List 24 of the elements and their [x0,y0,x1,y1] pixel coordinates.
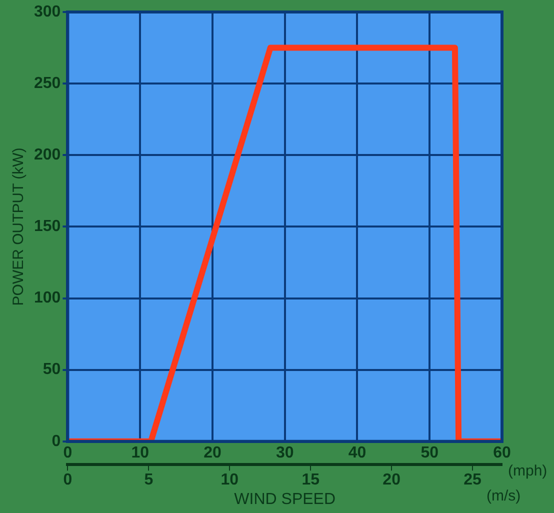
text: (m/s) [486,488,521,505]
x-axis-title: WIND SPEED [234,490,336,508]
x-tick-label: 0 [63,444,72,462]
x-tick-label: 10 [131,444,150,462]
y-tick-label: 250 [34,74,61,92]
y-tick-label: 300 [34,3,61,20]
y-axis-title: POWER OUTPUT (kW) [10,148,28,306]
y-tick-label: 200 [34,146,61,164]
x2-tick-label: 15 [302,472,320,489]
x2-tick-label: 0 [63,472,72,489]
y-tick-label: 0 [52,432,61,450]
y-tick-label: 50 [42,361,61,378]
x2-tick-label: 5 [144,472,154,489]
x-tick-label: 30 [276,444,294,462]
x-tick-label: 60 [493,444,511,462]
y-tick-label: 150 [34,218,61,236]
x2-tick-label: 10 [220,472,239,489]
x2-tick-label: 25 [464,472,482,489]
x-tick-label: 40 [348,444,366,462]
x-tick-label: 50 [420,444,439,462]
text: (mph) [508,462,548,480]
y-tick-label: 100 [34,290,61,307]
x-tick-label: 20 [204,444,222,462]
x2-tick-label: 20 [382,472,401,489]
